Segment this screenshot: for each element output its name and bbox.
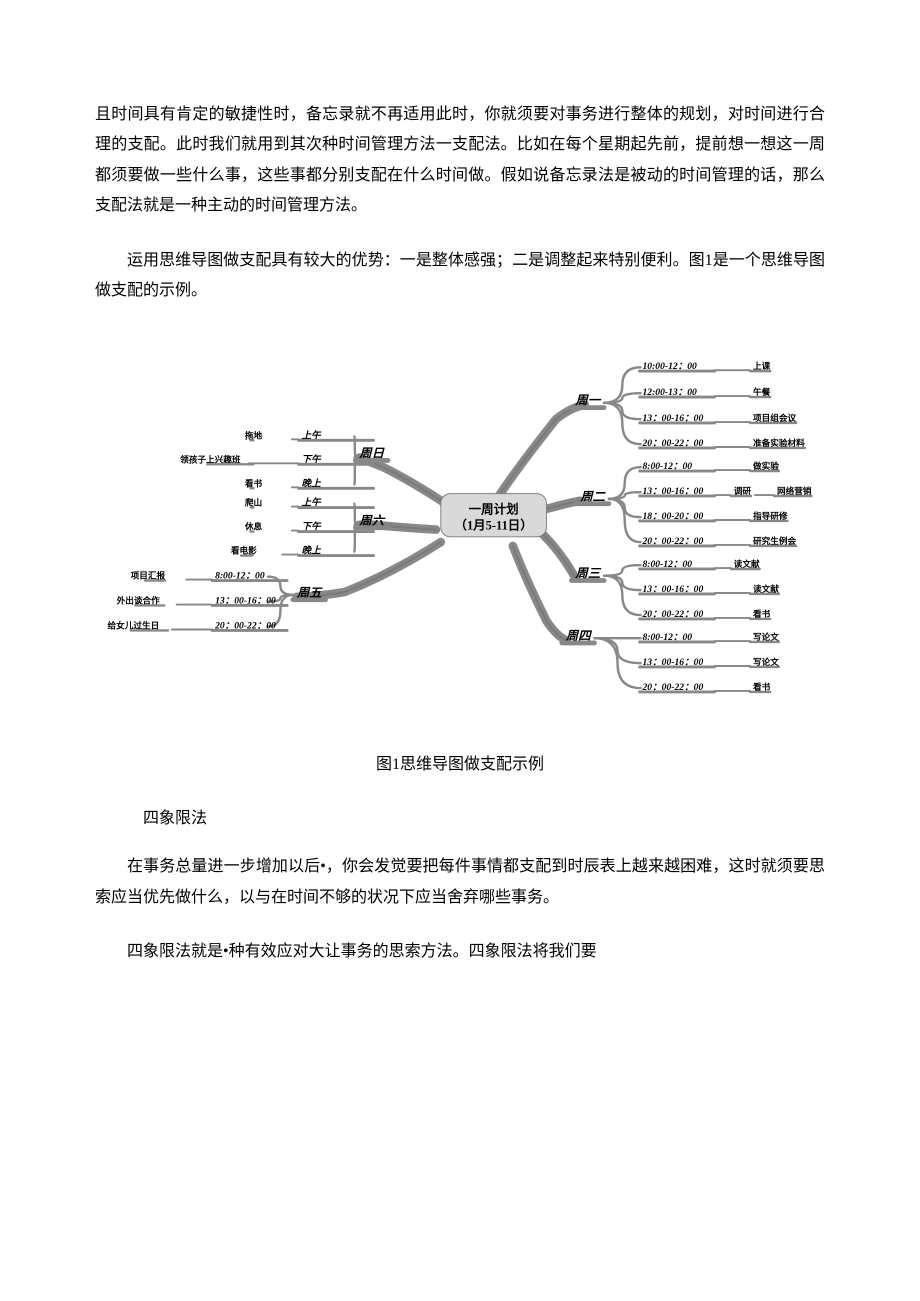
svg-text:看电影: 看电影: [231, 545, 257, 556]
svg-text:看书: 看书: [753, 608, 771, 619]
figure-caption: 图1思维导图做支配示例: [95, 750, 825, 774]
svg-text:写论文: 写论文: [753, 656, 779, 667]
mindmap-svg: 一周计划（1月5-11日）周一10:00-12：00上课12:00-13：00午…: [95, 330, 825, 710]
svg-text:看书: 看书: [753, 681, 771, 692]
svg-text:看书: 看书: [245, 478, 263, 489]
svg-text:给女儿过生日: 给女儿过生日: [108, 620, 160, 631]
svg-text:指导研修: 指导研修: [753, 510, 788, 521]
svg-text:爬山: 爬山: [244, 497, 262, 508]
svg-text:（1月5-11日）: （1月5-11日）: [454, 518, 532, 533]
paragraph-1: 且时间具有肯定的敏捷性时，备忘录就不再适用此时，你就须要对事务进行整体的规划，对…: [95, 100, 825, 222]
section-heading: 四象限法: [95, 804, 825, 828]
svg-text:外出谈合作: 外出谈合作: [116, 595, 161, 606]
svg-text:研究生例会: 研究生例会: [753, 535, 797, 546]
paragraph-3: 在事务总量进一步增加以后•，你会发觉要把每件事情都支配到时辰表上越来越困难，这时…: [95, 852, 825, 913]
svg-text:网络营销: 网络营销: [777, 485, 812, 496]
svg-text:一周计划: 一周计划: [469, 502, 519, 517]
svg-text:项目组会议: 项目组会议: [753, 412, 797, 423]
svg-text:读文献: 读文献: [734, 558, 760, 569]
svg-text:拖地: 拖地: [245, 430, 263, 441]
svg-text:项目汇报: 项目汇报: [131, 570, 166, 581]
svg-text:领孩子上兴趣班: 领孩子上兴趣班: [180, 454, 241, 465]
paragraph-4: 四象限法就是•种有效应对大让事务的思索方法。四象限法将我们要: [95, 937, 825, 967]
svg-text:午餐: 午餐: [753, 386, 771, 397]
svg-text:读文献: 读文献: [753, 583, 779, 594]
svg-text:写论文: 写论文: [753, 631, 779, 642]
mindmap-figure: 一周计划（1月5-11日）周一10:00-12：00上课12:00-13：00午…: [95, 330, 825, 710]
svg-text:准备实验材料: 准备实验材料: [753, 437, 805, 448]
svg-text:调研: 调研: [734, 485, 752, 496]
paragraph-2: 运用思维导图做支配具有较大的优势：一是整体感强；二是调整起来特别便利。图1是一个…: [95, 246, 825, 307]
svg-text:休息: 休息: [244, 521, 263, 532]
svg-text:做实验: 做实验: [752, 460, 779, 471]
svg-text:上课: 上课: [753, 361, 771, 372]
